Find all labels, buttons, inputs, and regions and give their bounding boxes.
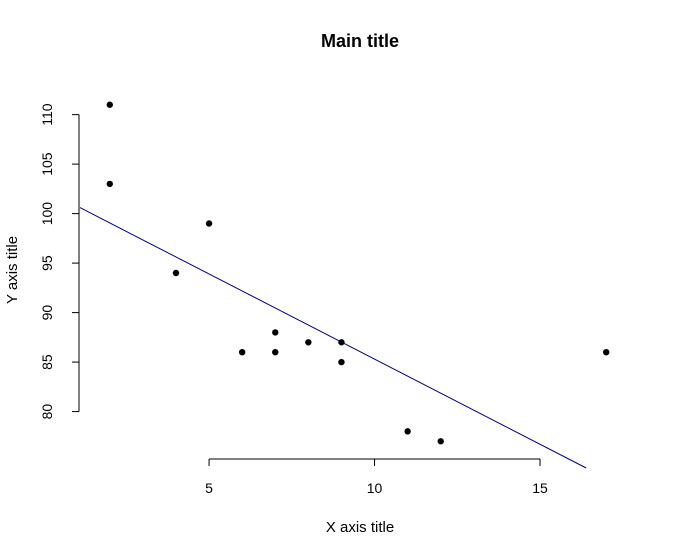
regression-line: [79, 207, 587, 469]
regression-line-group: [79, 207, 587, 469]
x-axis: 5 10 15: [205, 458, 548, 496]
y-tick-label: 80: [39, 404, 55, 420]
data-point: [272, 329, 279, 336]
data-point: [172, 269, 180, 277]
y-tick-label: 110: [39, 103, 55, 126]
data-point: [106, 180, 113, 188]
y-tick-label: 100: [39, 202, 55, 226]
x-tick-label: 5: [205, 480, 213, 496]
y-tick-label: 105: [39, 152, 55, 176]
data-point: [338, 339, 345, 346]
x-tick-label: 15: [532, 480, 548, 496]
y-axis-label: Y axis title: [4, 236, 21, 304]
data-point: [404, 428, 411, 435]
data-point: [338, 358, 345, 366]
data-point: [603, 348, 610, 356]
data-point: [437, 438, 444, 445]
x-tick-label: 10: [367, 480, 383, 496]
x-axis-label: X axis title: [326, 519, 394, 536]
y-tick-label: 95: [39, 255, 55, 271]
data-point: [305, 339, 312, 346]
data-points: [106, 101, 610, 445]
data-point: [238, 348, 246, 356]
y-axis: 80 85 90 95 100 105 110: [39, 103, 80, 420]
y-tick-label: 90: [39, 305, 55, 321]
data-point: [205, 220, 213, 227]
data-point: [272, 348, 279, 356]
chart-title: Main title: [321, 31, 399, 51]
data-point: [106, 101, 113, 108]
y-tick-label: 85: [39, 354, 55, 370]
